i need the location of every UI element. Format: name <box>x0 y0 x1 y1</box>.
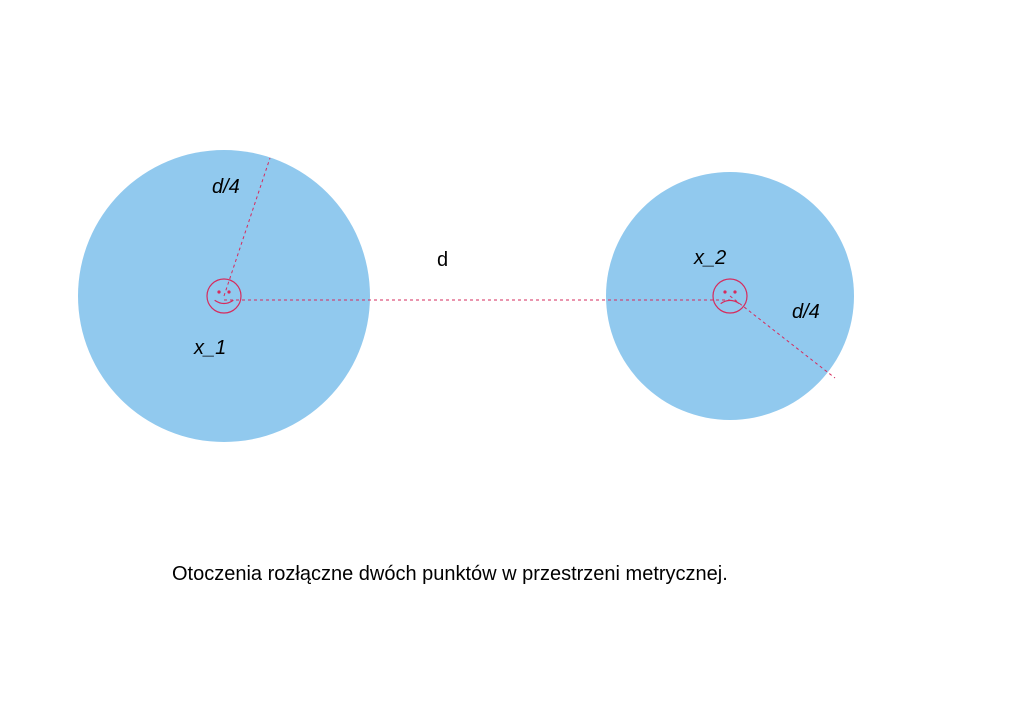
caption: Otoczenia rozłączne dwóch punktów w prze… <box>172 563 728 585</box>
label-radius1: d/4 <box>212 176 240 198</box>
face-left-eye-r <box>227 290 230 293</box>
face-left-eye-l <box>217 290 220 293</box>
label-d: d <box>437 249 448 271</box>
face-right-eye-r <box>733 290 736 293</box>
label-x2: x_2 <box>693 247 726 269</box>
face-right-eye-l <box>723 290 726 293</box>
label-x1: x_1 <box>193 337 226 359</box>
label-radius2: d/4 <box>792 301 820 323</box>
